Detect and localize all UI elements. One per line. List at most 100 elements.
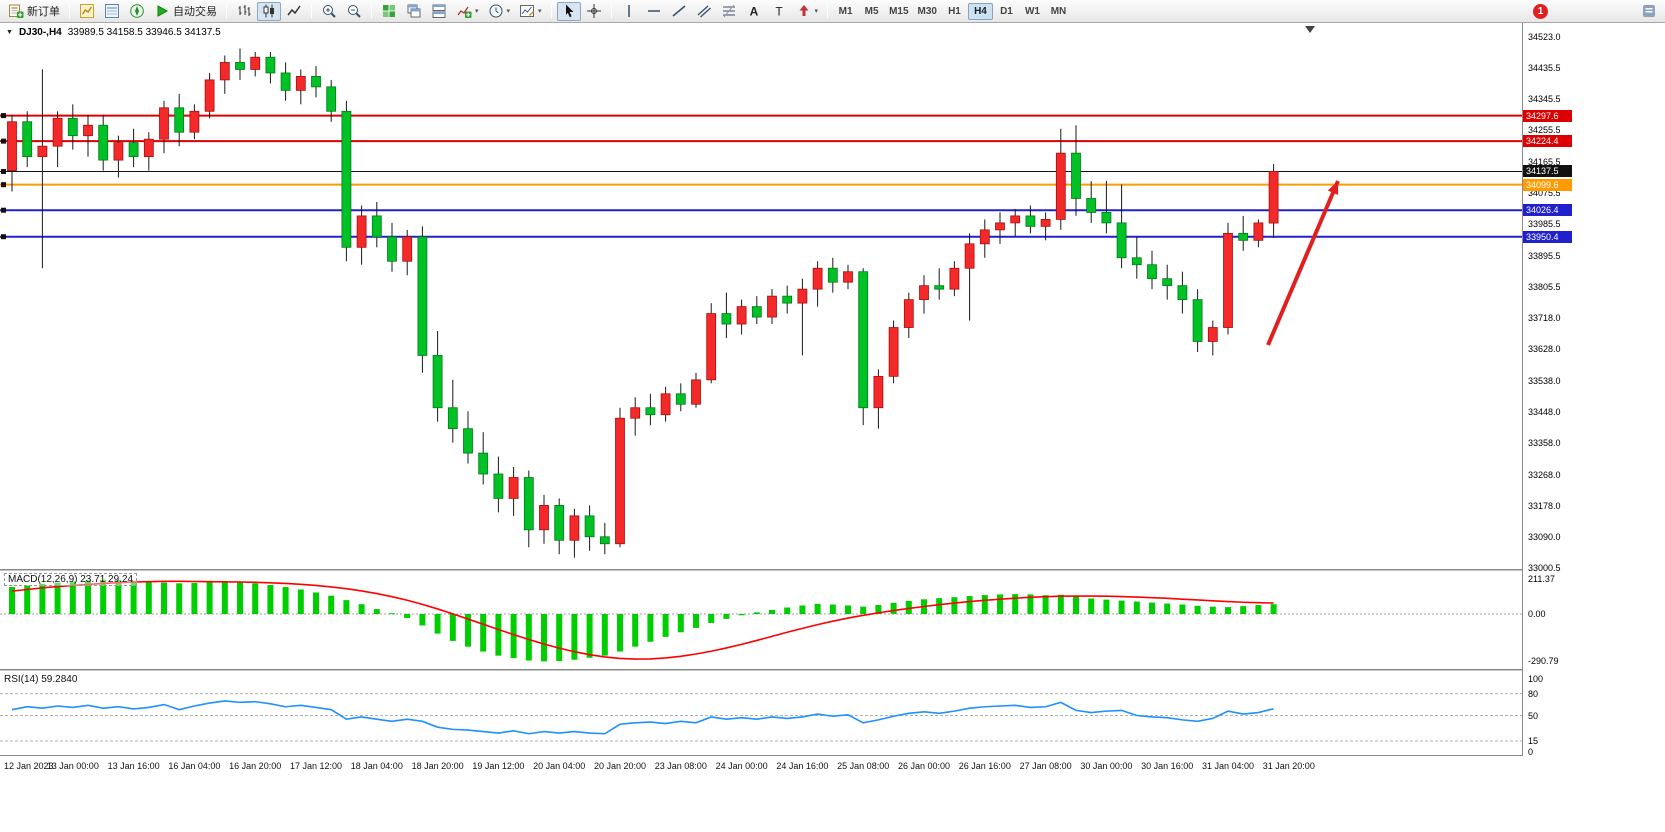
time-tick-label: 24 Jan 00:00: [715, 761, 768, 771]
timeframe-d1-button[interactable]: D1: [1000, 5, 1013, 17]
time-tick-label: 19 Jan 12:00: [472, 761, 525, 771]
zoom-in-button[interactable]: [317, 2, 341, 21]
dropdown-caret-icon[interactable]: ▾: [814, 8, 819, 15]
toolbar-separator: [311, 3, 312, 19]
svg-text:A: A: [749, 5, 758, 19]
price-tick: 33895.5: [1528, 250, 1561, 261]
tile-horizontal-icon: [432, 4, 446, 18]
new-order-icon: [9, 4, 24, 18]
rsi-indicator-label[interactable]: RSI(14) 59.2840: [4, 674, 78, 685]
bar-chart-button[interactable]: [232, 2, 256, 21]
crosshair-tool-button[interactable]: [582, 2, 606, 21]
time-tick-label: 31 Jan 20:00: [1262, 761, 1315, 771]
price-tick: 33805.5: [1528, 282, 1561, 293]
dropdown-caret-icon[interactable]: ▾: [538, 8, 542, 15]
timeframe-m30-button[interactable]: M30: [917, 5, 937, 17]
timeframe-m1-button[interactable]: M1: [838, 5, 853, 17]
horizontal-line-tool-button[interactable]: [642, 2, 666, 21]
timeframe-m15-button[interactable]: M15: [889, 5, 909, 17]
dropdown-caret-icon[interactable]: ▾: [506, 8, 511, 15]
tile-horizontal-button[interactable]: [427, 2, 451, 21]
label-tool-button[interactable]: T: [767, 2, 791, 21]
timeframe-mn-button[interactable]: MN: [1050, 5, 1067, 17]
macd-indicator-label[interactable]: MACD(12,26,9) 23.71 29.24: [4, 573, 138, 586]
price-tick: 33090.0: [1528, 531, 1561, 542]
timeframe-m5-button[interactable]: M5: [864, 5, 879, 17]
price-tick: 34345.5: [1528, 93, 1561, 104]
line-chart-button[interactable]: [282, 2, 306, 21]
price-tick: 33538.0: [1528, 375, 1561, 386]
time-tick-label: 13 Jan 16:00: [107, 761, 160, 771]
cascade-windows-icon: [407, 4, 421, 18]
toolbar-separator: [371, 3, 372, 19]
price-tick: 33718.0: [1528, 312, 1561, 323]
timeframe-h1-button[interactable]: H1: [948, 5, 961, 17]
templates-button[interactable]: ▾: [515, 2, 546, 21]
timeframe-w1-button[interactable]: W1: [1024, 5, 1040, 17]
macd-histogram: [9, 579, 1277, 662]
chart-collapse-icon[interactable]: ▼: [6, 29, 13, 36]
panel-splitter[interactable]: [0, 669, 1522, 671]
auto-trading-label: 自动交易: [173, 6, 217, 18]
candlesticks: [7, 48, 1279, 558]
channel-tool-button[interactable]: [692, 2, 716, 21]
time-axis-separator: [0, 755, 1522, 756]
horizontal-line-objects[interactable]: [0, 113, 1522, 240]
price-level-badge: 34026.4: [1523, 204, 1572, 217]
cascade-windows-button[interactable]: [402, 2, 426, 21]
toolbar-separator: [827, 3, 829, 19]
timeframe-h4-button[interactable]: H4: [967, 2, 993, 20]
price-tick: 34435.5: [1528, 62, 1561, 73]
dropdown-caret-icon[interactable]: ▾: [475, 8, 479, 15]
time-tick-label: 30 Jan 00:00: [1080, 761, 1133, 771]
new-order-button[interactable]: 新订单: [4, 2, 64, 21]
time-tick-label: 24 Jan 16:00: [776, 761, 829, 771]
candlestick-icon: [263, 4, 274, 18]
toolbar-separator: [226, 3, 227, 19]
price-axis[interactable]: 34523.0 34435.5 34345.5 34255.5 34165.5 34075…: [1523, 0, 1665, 832]
notification-badge[interactable]: 1: [1533, 3, 1548, 19]
tile-windows-button[interactable]: [377, 2, 401, 21]
arrows-tool-button[interactable]: ▾: [792, 2, 823, 21]
line-chart-icon: [287, 5, 301, 16]
text-tool-button[interactable]: A: [742, 2, 766, 21]
price-tick: 33358.0: [1528, 438, 1561, 449]
macd-indicator-panel[interactable]: [0, 571, 1522, 669]
rsi-tick: 80: [1528, 688, 1539, 699]
new-order-label: 新订单: [27, 6, 60, 18]
vertical-line-tool-button[interactable]: [617, 2, 641, 21]
rsi-indicator-panel[interactable]: [0, 671, 1522, 755]
rsi-tick: 15: [1528, 736, 1539, 747]
auto-trading-icon: [157, 5, 169, 17]
navigator-button[interactable]: [125, 2, 149, 21]
price-level-badge: 34137.5: [1523, 165, 1572, 178]
fibonacci-tool-button[interactable]: [717, 2, 741, 21]
data-window-button[interactable]: [100, 2, 124, 21]
vertical-line-icon: [627, 5, 630, 17]
main-chart-panel[interactable]: [0, 23, 1522, 569]
trend-line-tool-button[interactable]: [667, 2, 691, 21]
macd-tick: -290.79: [1528, 656, 1559, 667]
cursor-arrow-icon: [565, 4, 574, 18]
cursor-tool-button[interactable]: [556, 1, 581, 21]
chart-shift-marker-icon[interactable]: [1305, 26, 1315, 33]
price-tick: 33268.0: [1528, 469, 1561, 480]
svg-text:T: T: [775, 5, 783, 19]
periods-clock-icon: [489, 4, 503, 18]
trend-arrow-annotation[interactable]: [1266, 180, 1340, 346]
indicators-button[interactable]: ▾: [452, 2, 483, 21]
macd-tick: 0.00: [1528, 609, 1546, 619]
price-tick: 33448.0: [1528, 406, 1561, 417]
auto-trading-button[interactable]: 自动交易: [150, 2, 221, 21]
market-watch-button[interactable]: [75, 2, 99, 21]
panel-splitter[interactable]: [0, 569, 1522, 571]
price-tick: 33985.5: [1528, 219, 1561, 230]
corner-panel-button[interactable]: [1637, 2, 1661, 21]
zoom-out-button[interactable]: [342, 2, 366, 21]
top-toolbar: 新订单 自动交易: [0, 0, 1665, 23]
candlestick-chart-button[interactable]: [257, 1, 281, 21]
time-axis[interactable]: 12 Jan 2023 13 Jan 00:00 13 Jan 16:00 16 Ja…: [0, 758, 1522, 775]
periods-button[interactable]: ▾: [484, 2, 515, 21]
text-A-icon: A: [749, 5, 758, 19]
time-tick-label: 23 Jan 08:00: [654, 761, 707, 771]
